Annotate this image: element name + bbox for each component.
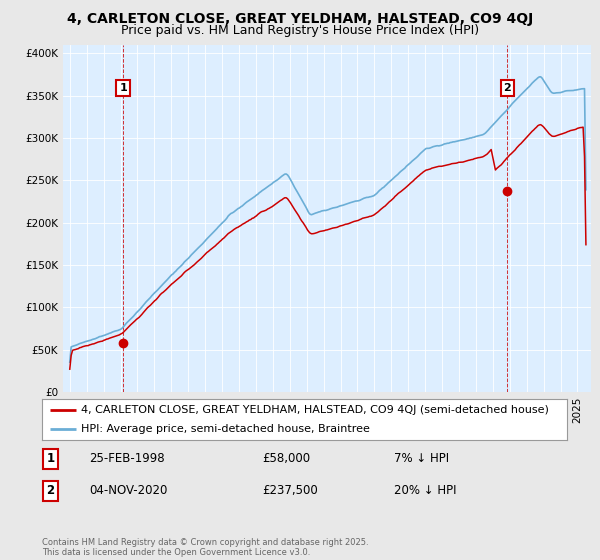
Text: 4, CARLETON CLOSE, GREAT YELDHAM, HALSTEAD, CO9 4QJ: 4, CARLETON CLOSE, GREAT YELDHAM, HALSTE… <box>67 12 533 26</box>
Text: 1: 1 <box>46 452 55 465</box>
Text: HPI: Average price, semi-detached house, Braintree: HPI: Average price, semi-detached house,… <box>82 424 370 433</box>
Text: 1: 1 <box>119 83 127 93</box>
Text: £237,500: £237,500 <box>263 484 318 497</box>
Text: 2: 2 <box>503 83 511 93</box>
Text: 25-FEB-1998: 25-FEB-1998 <box>89 452 165 465</box>
Text: 20% ↓ HPI: 20% ↓ HPI <box>394 484 456 497</box>
Text: 7% ↓ HPI: 7% ↓ HPI <box>394 452 449 465</box>
Text: 04-NOV-2020: 04-NOV-2020 <box>89 484 167 497</box>
Text: Contains HM Land Registry data © Crown copyright and database right 2025.
This d: Contains HM Land Registry data © Crown c… <box>42 538 368 557</box>
Text: 2: 2 <box>46 484 55 497</box>
Text: £58,000: £58,000 <box>263 452 311 465</box>
Text: Price paid vs. HM Land Registry's House Price Index (HPI): Price paid vs. HM Land Registry's House … <box>121 24 479 37</box>
Text: 4, CARLETON CLOSE, GREAT YELDHAM, HALSTEAD, CO9 4QJ (semi-detached house): 4, CARLETON CLOSE, GREAT YELDHAM, HALSTE… <box>82 405 549 415</box>
